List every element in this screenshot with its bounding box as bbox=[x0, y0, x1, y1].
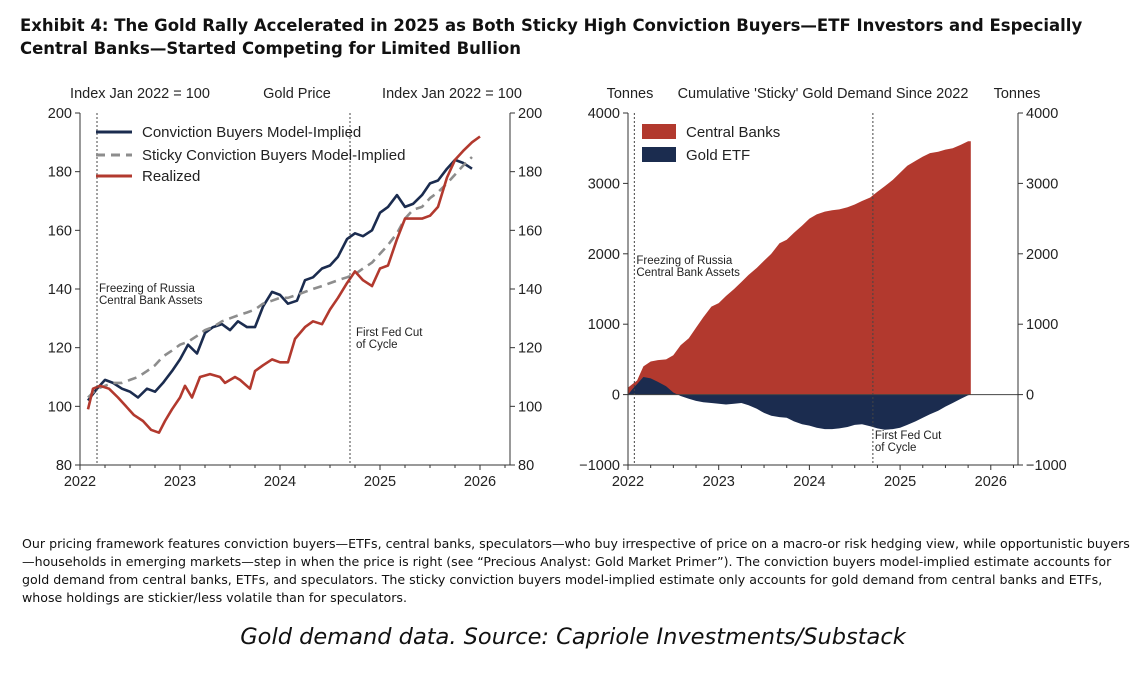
gold-etf-area bbox=[628, 377, 971, 430]
y-tick-label-left: 2000 bbox=[588, 247, 620, 263]
y-tick-label-right: −1000 bbox=[1026, 458, 1067, 474]
x-tick-label: 2022 bbox=[64, 474, 96, 490]
y-tick-label-left: 160 bbox=[48, 223, 72, 239]
y-tick-label-left: 80 bbox=[56, 458, 72, 474]
footnote: Our pricing framework features convictio… bbox=[22, 536, 1130, 605]
annotation-russia-line2: Central Bank Assets bbox=[636, 267, 740, 279]
legend-label-conviction: Conviction Buyers Model-Implied bbox=[142, 124, 361, 141]
annotation-russia-line2: Central Bank Assets bbox=[99, 295, 203, 307]
y-tick-label-left: −1000 bbox=[579, 458, 620, 474]
source-caption: Gold demand data. Source: Capriole Inves… bbox=[240, 624, 906, 650]
x-tick-label: 2024 bbox=[264, 474, 296, 490]
x-tick-label: 2026 bbox=[975, 474, 1007, 490]
y-tick-label-right: 180 bbox=[518, 165, 542, 181]
annotation-fed-cut-line2: of Cycle bbox=[875, 442, 917, 454]
y-tick-label-left: 0 bbox=[612, 388, 620, 404]
y-tick-label-right: 4000 bbox=[1026, 106, 1058, 122]
legend-label-gold-etf: Gold ETF bbox=[686, 147, 750, 164]
right-chart-legend: Central Banks Gold ETF bbox=[642, 124, 780, 164]
y-tick-label-right: 0 bbox=[1026, 388, 1034, 404]
annotation-russia-line1: Freezing of Russia bbox=[99, 283, 195, 295]
y-tick-label-right: 80 bbox=[518, 458, 534, 474]
x-tick-label: 2025 bbox=[364, 474, 396, 490]
y-tick-label-left: 3000 bbox=[588, 176, 620, 192]
y-tick-label-right: 1000 bbox=[1026, 317, 1058, 333]
y-tick-label-left: 120 bbox=[48, 341, 72, 357]
y-tick-label-right: 2000 bbox=[1026, 247, 1058, 263]
sticky-demand-chart: Tonnes Cumulative 'Sticky' Gold Demand S… bbox=[579, 86, 1066, 490]
right-chart-right-axis-label: Tonnes bbox=[994, 86, 1041, 102]
legend-swatch-central-banks bbox=[642, 124, 676, 139]
y-tick-label-right: 140 bbox=[518, 282, 542, 298]
gold-price-chart: Index Jan 2022 = 100 Gold Price Index Ja… bbox=[48, 86, 542, 490]
left-chart-right-axis-label: Index Jan 2022 = 100 bbox=[382, 86, 522, 102]
legend-label-sticky: Sticky Conviction Buyers Model-Implied bbox=[142, 147, 405, 164]
y-tick-label-left: 200 bbox=[48, 106, 72, 122]
y-tick-label-right: 3000 bbox=[1026, 176, 1058, 192]
realized-line bbox=[86, 135, 481, 435]
right-chart-left-axis-label: Tonnes bbox=[607, 86, 654, 102]
annotation-russia-line1: Freezing of Russia bbox=[636, 255, 732, 267]
legend-label-realized: Realized bbox=[142, 168, 200, 185]
y-tick-label-right: 200 bbox=[518, 106, 542, 122]
y-tick-label-left: 4000 bbox=[588, 106, 620, 122]
x-tick-label: 2026 bbox=[464, 474, 496, 490]
conviction-buyers-line bbox=[86, 158, 473, 402]
annotation-fed-cut-line2: of Cycle bbox=[356, 339, 398, 351]
left-chart-legend: Conviction Buyers Model-Implied Sticky C… bbox=[96, 124, 405, 185]
x-tick-label: 2022 bbox=[612, 474, 644, 490]
y-tick-label-left: 140 bbox=[48, 282, 72, 298]
legend-swatch-gold-etf bbox=[642, 147, 676, 162]
annotation-fed-cut-line1: First Fed Cut bbox=[356, 327, 423, 339]
x-tick-label: 2025 bbox=[884, 474, 916, 490]
exhibit-title: Exhibit 4: The Gold Rally Accelerated in… bbox=[20, 16, 1083, 58]
y-tick-label-left: 180 bbox=[48, 165, 72, 181]
sticky-conviction-buyers-line bbox=[87, 156, 473, 399]
legend-label-central-banks: Central Banks bbox=[686, 124, 780, 141]
y-tick-label-right: 120 bbox=[518, 341, 542, 357]
right-chart-title: Cumulative 'Sticky' Gold Demand Since 20… bbox=[678, 86, 969, 102]
annotation-fed-cut-line1: First Fed Cut bbox=[875, 430, 942, 442]
x-tick-label: 2023 bbox=[703, 474, 735, 490]
x-tick-label: 2024 bbox=[793, 474, 825, 490]
left-chart-title: Gold Price bbox=[263, 86, 331, 102]
y-tick-label-right: 100 bbox=[518, 399, 542, 415]
x-tick-label: 2023 bbox=[164, 474, 196, 490]
left-chart-left-axis-label: Index Jan 2022 = 100 bbox=[70, 86, 210, 102]
central-banks-area bbox=[628, 141, 971, 395]
y-tick-label-left: 100 bbox=[48, 399, 72, 415]
y-tick-label-left: 1000 bbox=[588, 317, 620, 333]
y-tick-label-right: 160 bbox=[518, 223, 542, 239]
